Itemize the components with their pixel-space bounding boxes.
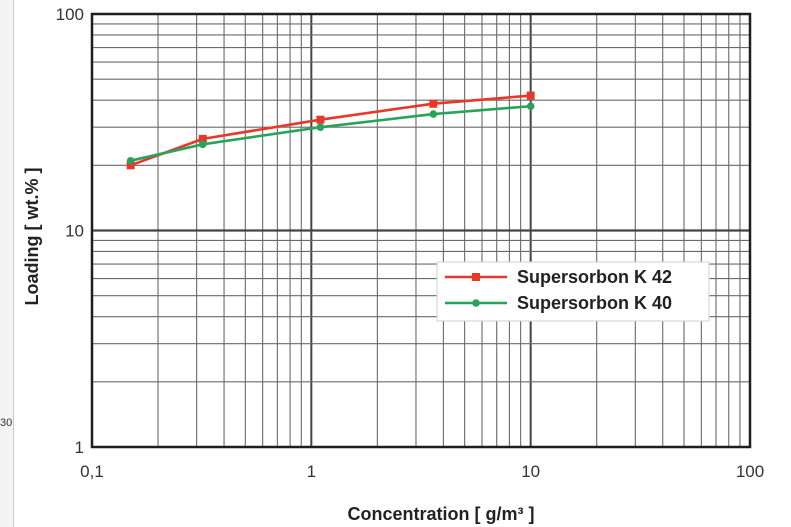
data-point	[429, 110, 438, 118]
legend-box	[436, 261, 710, 322]
data-point	[316, 115, 325, 124]
y-tick-label: 1	[75, 438, 84, 457]
x-axis-title: Concentration [ g/m³ ]	[348, 504, 535, 524]
data-point	[429, 99, 438, 108]
x-tick-label: 100	[736, 462, 764, 481]
grid	[92, 14, 750, 447]
series-layer	[126, 91, 535, 170]
data-point	[316, 123, 325, 132]
legend: Supersorbon K 42 Supersorbon K 40	[436, 261, 710, 322]
plot-frame	[90, 12, 752, 449]
series-line	[130, 94, 531, 167]
legend-marker	[472, 299, 480, 307]
data-point	[198, 140, 207, 149]
legend-item: Supersorbon K 40	[445, 293, 672, 313]
legend-marker	[472, 273, 480, 281]
series-1	[126, 91, 535, 170]
data-point	[526, 102, 535, 111]
left-edge-strip	[0, 0, 14, 527]
x-tick-label: 10	[521, 462, 540, 481]
x-tick-label: 0,1	[80, 462, 104, 481]
legend-label: Supersorbon K 42	[517, 267, 672, 287]
x-tick-label: 1	[307, 462, 316, 481]
data-point	[126, 161, 135, 170]
y-tick-label: 100	[56, 5, 84, 24]
y-axis-title: Loading [ wt.% ]	[22, 168, 42, 306]
legend-label: Supersorbon K 40	[517, 293, 672, 313]
tick-labels: 0,1 1 10 100 1 10 100	[56, 5, 765, 481]
edge-label: 30	[0, 417, 12, 429]
series-line	[130, 104, 531, 162]
data-point	[126, 156, 135, 165]
y-tick-label: 10	[65, 222, 84, 241]
data-point	[198, 134, 207, 143]
data-point	[526, 91, 535, 100]
series-2	[126, 102, 535, 165]
legend-item: Supersorbon K 42	[445, 267, 672, 287]
